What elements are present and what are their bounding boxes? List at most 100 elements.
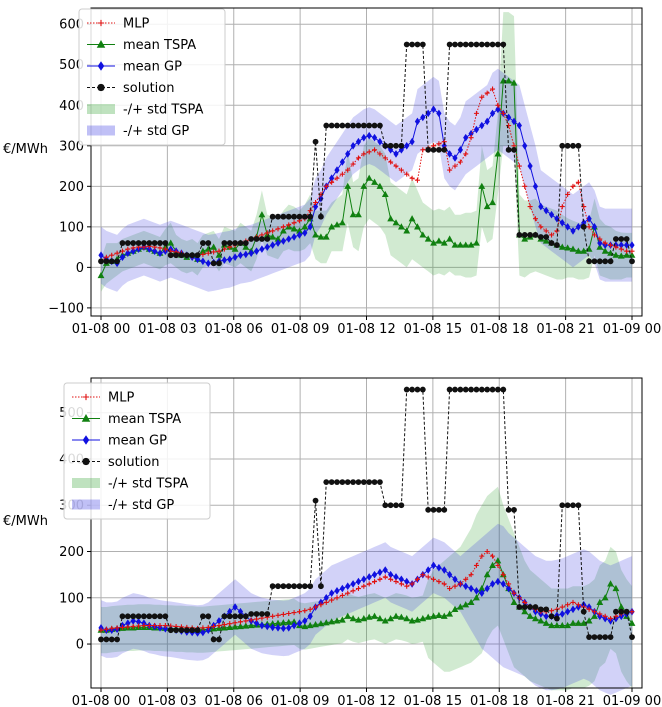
y-tick-label: 200	[59, 180, 84, 195]
legend-label-solution: solution	[108, 455, 159, 470]
legend-marker-mlp	[97, 19, 105, 27]
point-mean-gp	[575, 223, 581, 231]
point-solution	[537, 606, 544, 613]
point-solution	[301, 583, 308, 590]
y-tick-label: 400	[59, 99, 84, 114]
point-mlp	[414, 576, 420, 582]
point-mlp	[420, 572, 426, 578]
point-mlp	[130, 623, 136, 629]
point-solution	[521, 232, 528, 238]
point-mlp	[629, 248, 635, 254]
point-mean-gp	[200, 628, 206, 637]
point-mean-tspa	[623, 251, 631, 258]
point-solution	[425, 146, 432, 153]
point-mlp	[538, 224, 544, 230]
point-mlp	[366, 149, 372, 155]
point-mean-gp	[329, 174, 335, 183]
point-mlp	[500, 572, 506, 578]
point-mean-gp	[409, 137, 415, 146]
point-mean-tspa	[333, 617, 341, 624]
point-mean-gp	[302, 229, 308, 237]
point-mean-tspa	[210, 243, 218, 250]
point-mean-tspa	[279, 227, 287, 234]
point-mean-tspa	[376, 182, 384, 189]
point-mlp	[597, 611, 603, 617]
point-mlp	[441, 581, 447, 587]
point-mlp	[216, 248, 222, 254]
legend-label-std-tspa: -/+ std TSPA	[123, 103, 204, 118]
point-mean-tspa	[532, 614, 539, 622]
point-mean-tspa	[387, 614, 395, 622]
point-mean-tspa	[392, 219, 400, 226]
point-solution	[516, 604, 523, 610]
point-mean-tspa	[322, 233, 330, 240]
point-solution	[108, 636, 115, 643]
x-tick-label: 01-08 18	[470, 322, 528, 337]
point-mlp	[463, 151, 469, 157]
point-solution	[462, 386, 469, 393]
point-mlp	[393, 163, 399, 169]
point-mean-gp	[377, 137, 383, 146]
point-mlp	[200, 251, 206, 257]
point-mlp	[624, 248, 630, 254]
point-mean-gp	[629, 241, 635, 249]
point-mean-tspa	[226, 623, 234, 630]
y-tick-label: 500	[59, 58, 84, 73]
point-solution	[462, 41, 469, 48]
x-tick-label: 01-09 00	[603, 322, 661, 337]
point-mlp	[613, 244, 619, 250]
point-mean-gp	[527, 162, 533, 170]
point-solution	[334, 122, 340, 129]
point-solution	[371, 479, 378, 486]
point-mean-gp	[248, 249, 254, 257]
point-mean-tspa	[510, 598, 518, 606]
point-mean-tspa	[312, 621, 319, 628]
point-mean-tspa	[344, 182, 352, 189]
point-mlp	[490, 86, 496, 92]
point-mean-gp	[479, 589, 485, 597]
point-mean-gp	[468, 584, 474, 593]
point-mlp	[597, 236, 603, 242]
point-mlp	[398, 581, 404, 587]
point-solution	[103, 258, 110, 265]
point-mean-gp	[436, 109, 442, 118]
band-gp	[101, 68, 632, 292]
point-solution	[398, 142, 405, 149]
point-solution	[521, 604, 528, 610]
point-mean-gp	[484, 584, 490, 593]
point-mean-gp	[286, 624, 292, 632]
y-tick-label: 100	[59, 220, 84, 235]
chart-top: −100 0 100 200 300 400 500 600 01-08 00 01-08 03 0…	[3, 7, 661, 337]
y-tick-label: 0	[76, 261, 84, 276]
point-solution	[237, 240, 244, 246]
point-mean-tspa	[569, 245, 577, 252]
point-solution	[484, 386, 491, 393]
point-mlp	[409, 581, 415, 587]
point-solution	[280, 213, 287, 220]
point-solution	[173, 252, 179, 259]
point-mean-tspa	[167, 239, 175, 246]
point-mean-tspa	[548, 621, 555, 629]
point-mean-tspa	[338, 219, 346, 226]
point-mean-gp	[280, 237, 286, 245]
point-solution	[387, 502, 394, 509]
point-mlp	[388, 159, 394, 165]
point-mean-tspa	[365, 174, 373, 181]
point-mean-tspa	[467, 241, 475, 248]
point-mlp	[575, 602, 581, 608]
point-mlp	[361, 583, 367, 589]
point-mean-tspa	[403, 227, 411, 234]
y-tick-label: 0	[76, 638, 84, 653]
point-mean-gp	[302, 617, 308, 625]
point-mean-gp	[237, 607, 244, 616]
legend-box	[78, 8, 226, 146]
x-tick-label: 01-08 03	[138, 694, 196, 707]
point-mean-gp	[624, 241, 630, 249]
point-solution	[484, 41, 491, 48]
point-mean-gp	[371, 570, 378, 579]
point-mean-gp	[516, 121, 522, 130]
point-mean-gp	[473, 587, 480, 595]
point-mean-gp	[291, 233, 297, 241]
point-solution	[307, 583, 314, 590]
point-mlp	[125, 624, 131, 630]
